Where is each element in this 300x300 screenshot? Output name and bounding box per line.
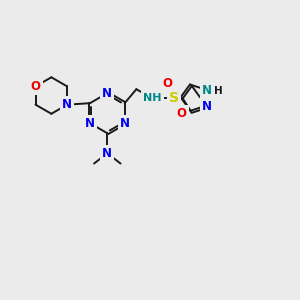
Text: N: N [120,117,130,130]
Text: N: N [102,147,112,160]
Text: NH: NH [143,93,161,103]
Text: N: N [202,100,212,113]
Text: S: S [169,91,179,105]
Text: H: H [214,86,223,97]
Text: N: N [102,87,112,100]
Text: N: N [202,83,212,97]
Text: O: O [31,80,40,93]
Text: O: O [162,76,172,89]
Text: O: O [177,107,187,120]
Text: N: N [62,98,72,111]
Text: N: N [85,117,95,130]
